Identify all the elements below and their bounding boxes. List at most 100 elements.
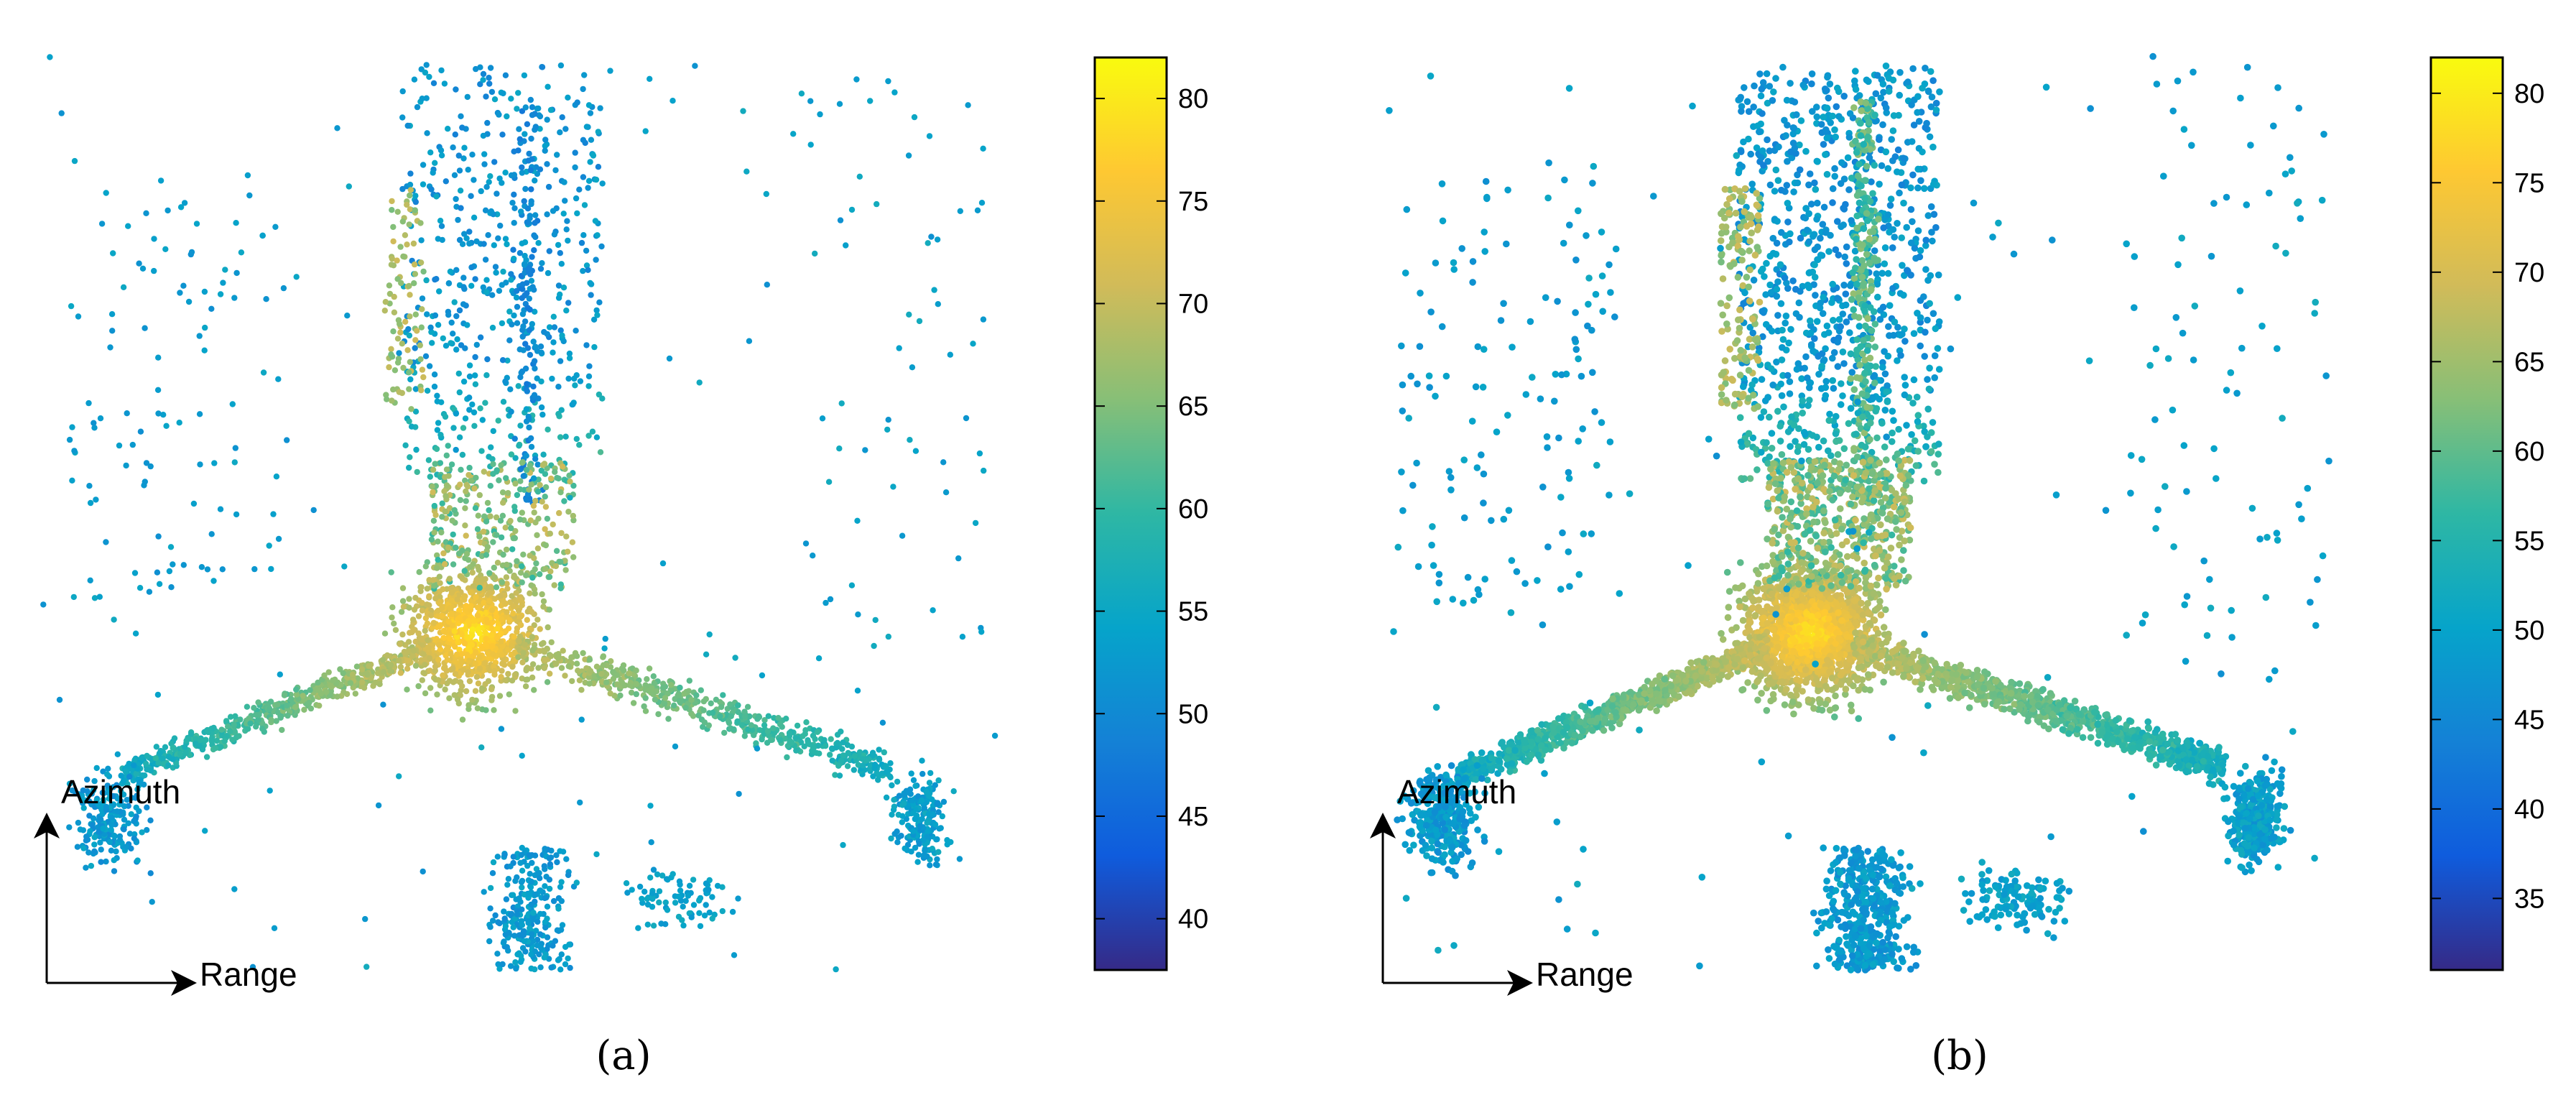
- scatter-point: [1914, 108, 1921, 116]
- scatter-point: [504, 581, 510, 587]
- scatter-point: [483, 93, 489, 100]
- scatter-point: [480, 132, 487, 139]
- scatter-point: [155, 354, 162, 361]
- scatter-point: [418, 237, 425, 244]
- scatter-point: [1813, 113, 1821, 121]
- scatter-point: [483, 707, 489, 713]
- scatter-point: [446, 576, 453, 582]
- scatter-point: [1881, 216, 1889, 223]
- scatter-point: [874, 200, 880, 208]
- scatter-point: [1796, 166, 1804, 174]
- scatter-point: [399, 218, 406, 225]
- scatter-point: [450, 425, 457, 431]
- scatter-point: [585, 433, 592, 439]
- scatter-point: [491, 574, 498, 581]
- scatter-point: [469, 632, 476, 639]
- scatter-point: [553, 852, 560, 859]
- scatter-point: [251, 705, 257, 711]
- scatter-point: [726, 718, 732, 725]
- scatter-point: [914, 859, 921, 865]
- scatter-point: [1851, 77, 1858, 85]
- scatter-point: [1910, 121, 1918, 129]
- scatter-point: [538, 378, 545, 385]
- scatter-point: [802, 540, 810, 547]
- scatter-point: [244, 172, 251, 179]
- scatter-point: [481, 151, 488, 157]
- scatter-point: [521, 198, 527, 205]
- scatter-point: [492, 264, 499, 270]
- scatter-point: [363, 670, 370, 677]
- scatter-point: [544, 211, 550, 218]
- scatter-point: [510, 610, 516, 616]
- scatter-point: [504, 241, 510, 248]
- scatter-point: [221, 738, 228, 744]
- scatter-point: [563, 226, 570, 233]
- scatter-point: [519, 164, 525, 171]
- scatter-point: [1815, 443, 1822, 451]
- scatter-point: [1774, 177, 1782, 184]
- scatter-point: [441, 488, 448, 494]
- scatter-point: [523, 572, 529, 578]
- scatter-point: [202, 828, 208, 834]
- scatter-point: [652, 696, 659, 703]
- scatter-point: [514, 874, 520, 881]
- scatter-point: [1784, 200, 1792, 207]
- scatter-point: [456, 434, 463, 440]
- scatter-point: [650, 673, 657, 680]
- scatter-point: [1884, 382, 1891, 389]
- scatter-point: [885, 417, 891, 423]
- scatter-point: [1904, 267, 1912, 275]
- scatter-point: [1796, 313, 1803, 321]
- scatter-point: [544, 161, 550, 167]
- scatter-point: [527, 553, 533, 559]
- scatter-point: [509, 546, 516, 553]
- scatter-point: [1907, 205, 1915, 213]
- scatter-point: [255, 699, 261, 706]
- scatter-point: [439, 514, 445, 520]
- scatter-point: [572, 650, 579, 657]
- scatter-point: [743, 168, 750, 175]
- scatter-point: [505, 647, 511, 653]
- scatter-point: [1903, 223, 1910, 231]
- scatter-point: [974, 207, 981, 213]
- scatter-point: [399, 585, 407, 591]
- scatter-point: [508, 96, 514, 102]
- scatter-point: [458, 342, 465, 348]
- scatter-point: [537, 265, 545, 272]
- scatter-point: [980, 316, 987, 323]
- scatter-point: [573, 195, 580, 202]
- scatter-point: [507, 386, 514, 392]
- scatter-point: [1817, 121, 1825, 128]
- scatter-point: [555, 384, 562, 390]
- scatter-point: [426, 655, 433, 662]
- scatter-point: [502, 525, 509, 531]
- scatter-point: [456, 167, 463, 174]
- scatter-point: [876, 747, 882, 753]
- scatter-point: [1753, 466, 1761, 473]
- scatter-point: [534, 375, 540, 382]
- scatter-point: [1838, 159, 1845, 167]
- scatter-point: [891, 797, 897, 803]
- scatter-point: [472, 381, 479, 387]
- scatter-point: [277, 671, 283, 678]
- scatter-point: [1745, 108, 1753, 115]
- scatter-point: [346, 183, 352, 190]
- scatter-point: [1879, 364, 1886, 371]
- scatter-point: [486, 80, 493, 87]
- scatter-point: [409, 652, 416, 659]
- scatter-point: [469, 152, 476, 158]
- scatter-point: [432, 595, 439, 602]
- scatter-point: [481, 468, 487, 475]
- scatter-point: [497, 593, 504, 599]
- scatter-point: [751, 732, 757, 739]
- scatter-point: [531, 247, 537, 254]
- scatter-point: [1778, 356, 1786, 364]
- scatter-point: [519, 310, 527, 318]
- scatter-point: [437, 580, 443, 586]
- scatter-point: [523, 496, 529, 503]
- scatter-point: [476, 654, 483, 660]
- scatter-point: [607, 68, 613, 74]
- scatter-point: [720, 692, 726, 698]
- scatter-point: [512, 959, 519, 966]
- scatter-point: [531, 509, 537, 516]
